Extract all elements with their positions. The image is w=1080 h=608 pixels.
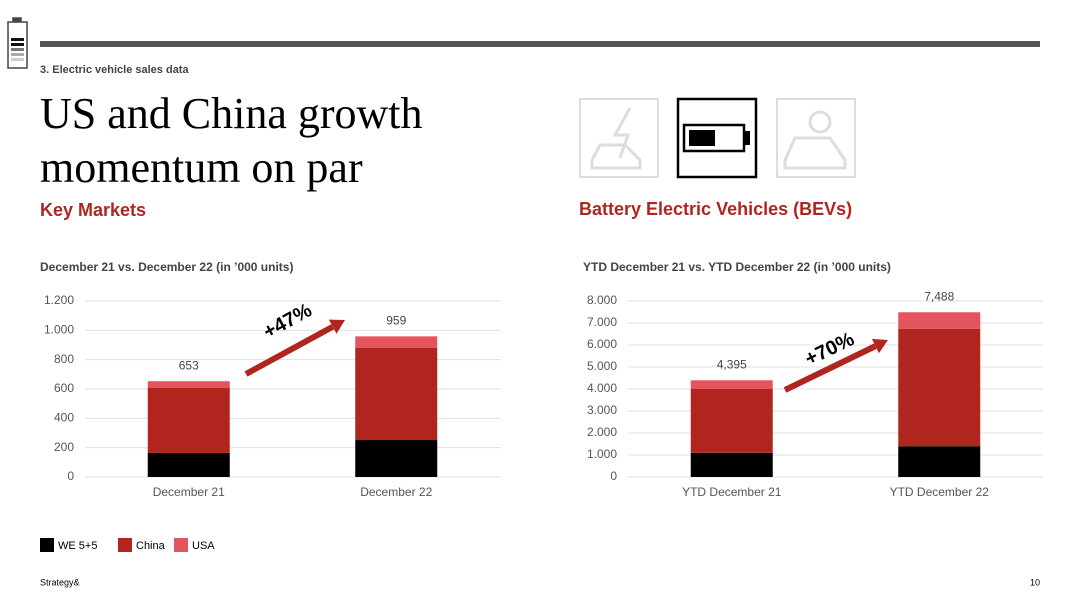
- y-tick-label: 1.000: [44, 323, 74, 337]
- y-tick-label: 800: [54, 352, 74, 366]
- footer: Strategy&: [40, 577, 80, 587]
- total-label: 4,395: [717, 357, 747, 371]
- y-tick-label: 1.000: [587, 447, 617, 461]
- bar-segment: USA: [690, 380, 773, 389]
- y-tick-label: 2.000: [587, 425, 617, 439]
- y-tick-label: 6.000: [587, 337, 617, 351]
- bar-segment: China: [355, 347, 438, 441]
- x-tick-label: December 21: [153, 485, 225, 499]
- y-tick-label: 600: [54, 381, 74, 395]
- bar-segment: WE 5+5: [898, 446, 981, 477]
- bar-segment: USA: [355, 336, 438, 348]
- legend: WE 5+5 China USA: [40, 538, 215, 552]
- bar-segment: USA: [147, 381, 230, 388]
- y-tick-label: 8.000: [587, 293, 617, 307]
- battery-logo: [7, 17, 28, 69]
- total-label: 7,488: [924, 289, 954, 303]
- legend-swatch: [118, 538, 132, 552]
- bar-segment: China: [898, 328, 981, 447]
- y-tick-label: 3.000: [587, 403, 617, 417]
- annotation: +47%: [260, 299, 316, 343]
- chart-subtitle: December 21 vs. December 22 (in ’000 uni…: [40, 260, 293, 274]
- legend-swatch: [40, 538, 54, 552]
- x-tick-label: YTD December 21: [682, 485, 782, 499]
- legend-label: China: [136, 540, 166, 552]
- heading: Key Markets: [40, 200, 146, 220]
- page-number: 10: [1030, 577, 1040, 587]
- arrow-shaft: [244, 324, 335, 377]
- legend-label: WE 5+5: [58, 540, 97, 552]
- icons: [579, 97, 856, 179]
- y-tick-label: 0: [67, 469, 74, 483]
- y-tick-label: 400: [54, 411, 74, 425]
- bar-segment: WE 5+5: [690, 452, 773, 477]
- y-tick-label: 200: [54, 440, 74, 454]
- total-label: 959: [386, 314, 406, 328]
- title-line: momentum on par: [40, 143, 363, 192]
- arrow-head: [871, 338, 888, 354]
- bar-segment: USA: [898, 312, 981, 329]
- x-tick-label: December 22: [360, 485, 432, 499]
- section-label: 3. Electric vehicle sales data: [40, 64, 189, 76]
- y-tick-label: 0: [610, 469, 617, 483]
- legend-label: USA: [192, 540, 215, 552]
- total-label: 653: [179, 358, 199, 372]
- bar-segment: WE 5+5: [355, 440, 438, 477]
- top-bar: [40, 41, 1040, 47]
- x-tick-label: YTD December 22: [890, 485, 990, 499]
- y-tick-label: 1.200: [44, 293, 74, 307]
- y-tick-label: 7.000: [587, 315, 617, 329]
- bar-segment: WE 5+5: [147, 452, 230, 477]
- arrow-shaft: [783, 343, 877, 393]
- bar-segment: China: [147, 387, 230, 453]
- bar-segment: China: [690, 389, 773, 453]
- y-tick-label: 4.000: [587, 381, 617, 395]
- chart-subtitle: YTD December 21 vs. YTD December 22 (in …: [583, 260, 891, 274]
- title-line: US and China growth: [40, 89, 423, 138]
- y-tick-label: 5.000: [587, 359, 617, 373]
- annotation: +70%: [802, 328, 858, 370]
- legend-swatch: [174, 538, 188, 552]
- heading: Battery Electric Vehicles (BEVs): [579, 199, 852, 219]
- arrow-head: [328, 319, 345, 334]
